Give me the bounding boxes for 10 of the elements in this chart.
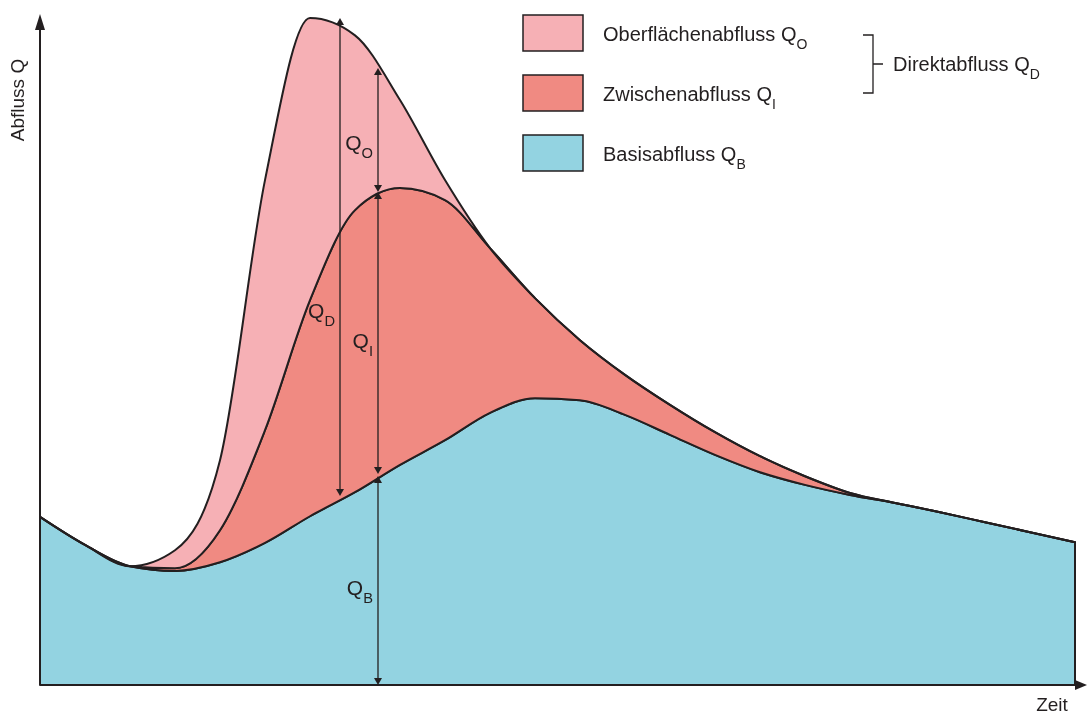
x-axis-title: Zeit xyxy=(1036,694,1069,715)
annotation: Q$_{B}$ xyxy=(346,576,374,606)
y-axis-title: Abfluss Q xyxy=(7,58,28,142)
legend-label: Zwischenabfluss Q$_{I}$ xyxy=(603,83,776,112)
legend-label: Basisabfluss Q$_{B}$ xyxy=(603,143,746,172)
legend-label: Oberflächenabfluss Q$_{O}$ xyxy=(603,23,808,52)
annotation: Q$_{D}$ xyxy=(308,299,335,329)
annotation: Direktabfluss Q$_{D}$ xyxy=(893,53,1040,82)
annotation: Q$_{I}$ xyxy=(352,329,373,359)
annotation: Q$_{O}$ xyxy=(345,131,373,161)
